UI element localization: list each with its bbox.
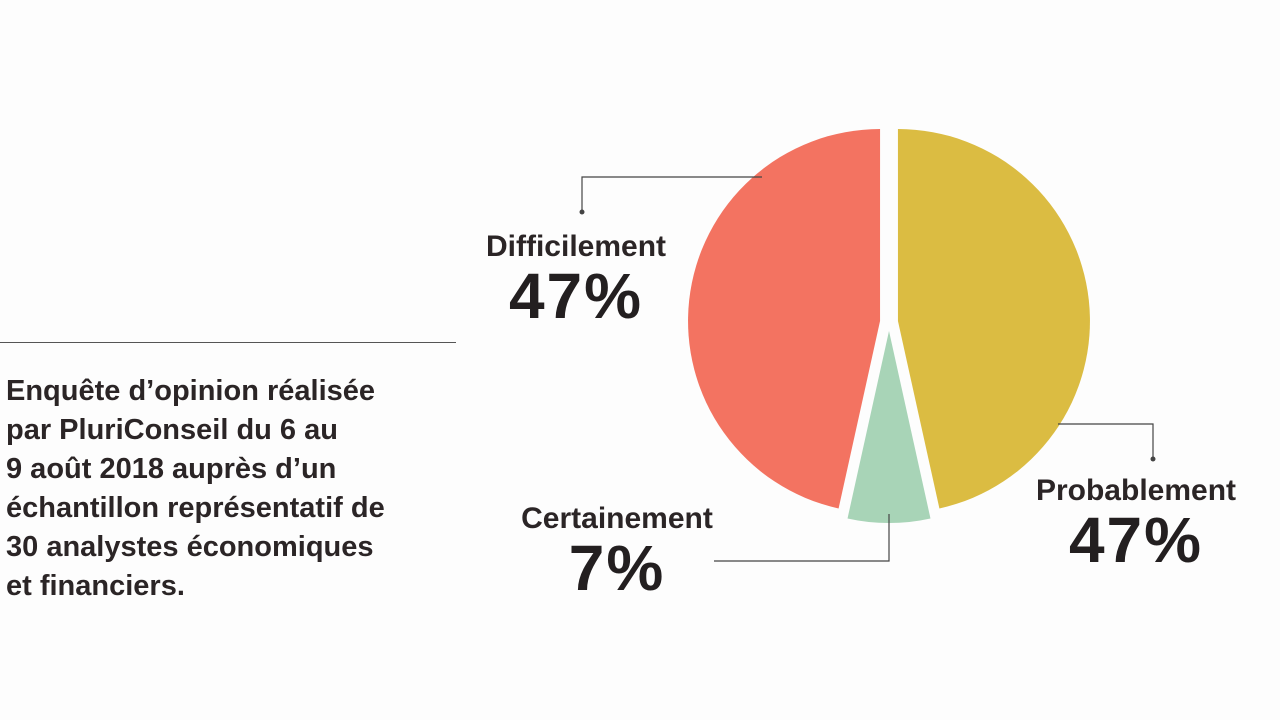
note-line-6: et financiers. [6,570,185,602]
label-name-probablement: Probablement [1035,474,1237,507]
note-line-2: par PluriConseil du 6 au [6,414,338,446]
note-line-1: Enquête d’opinion réalisée [6,375,376,407]
leader-dot-difficilement [579,209,585,215]
label-certainement: Certainement 7% [506,502,728,600]
label-value-difficilement: 47% [508,260,644,332]
label-name-difficilement: Difficilement [485,230,667,263]
pie-slice-difficilement [688,129,881,509]
label-difficilement: Difficilement 47% [474,230,678,328]
leader-line-probablement [1058,423,1154,459]
note-line-5: 30 analystes économiques [6,531,374,563]
label-probablement: Probablement 47% [1024,474,1248,572]
label-name-certainement: Certainement [521,502,713,535]
label-value-certainement: 7% [568,532,666,604]
pie-slice-probablement [897,129,1090,509]
leader-line-difficilement [581,176,762,212]
divider-line [0,342,456,343]
note-line-3: 9 août 2018 auprès d’un [6,453,337,485]
leader-line-certainement [714,514,890,562]
pie-slice-certainement [847,331,931,524]
survey-note: Enquête d’opinion réalisée par PluriCons… [6,372,446,606]
note-line-4: échantillon représentatif de [6,492,385,524]
leader-dot-probablement [1150,456,1156,462]
label-value-probablement: 47% [1068,504,1204,576]
